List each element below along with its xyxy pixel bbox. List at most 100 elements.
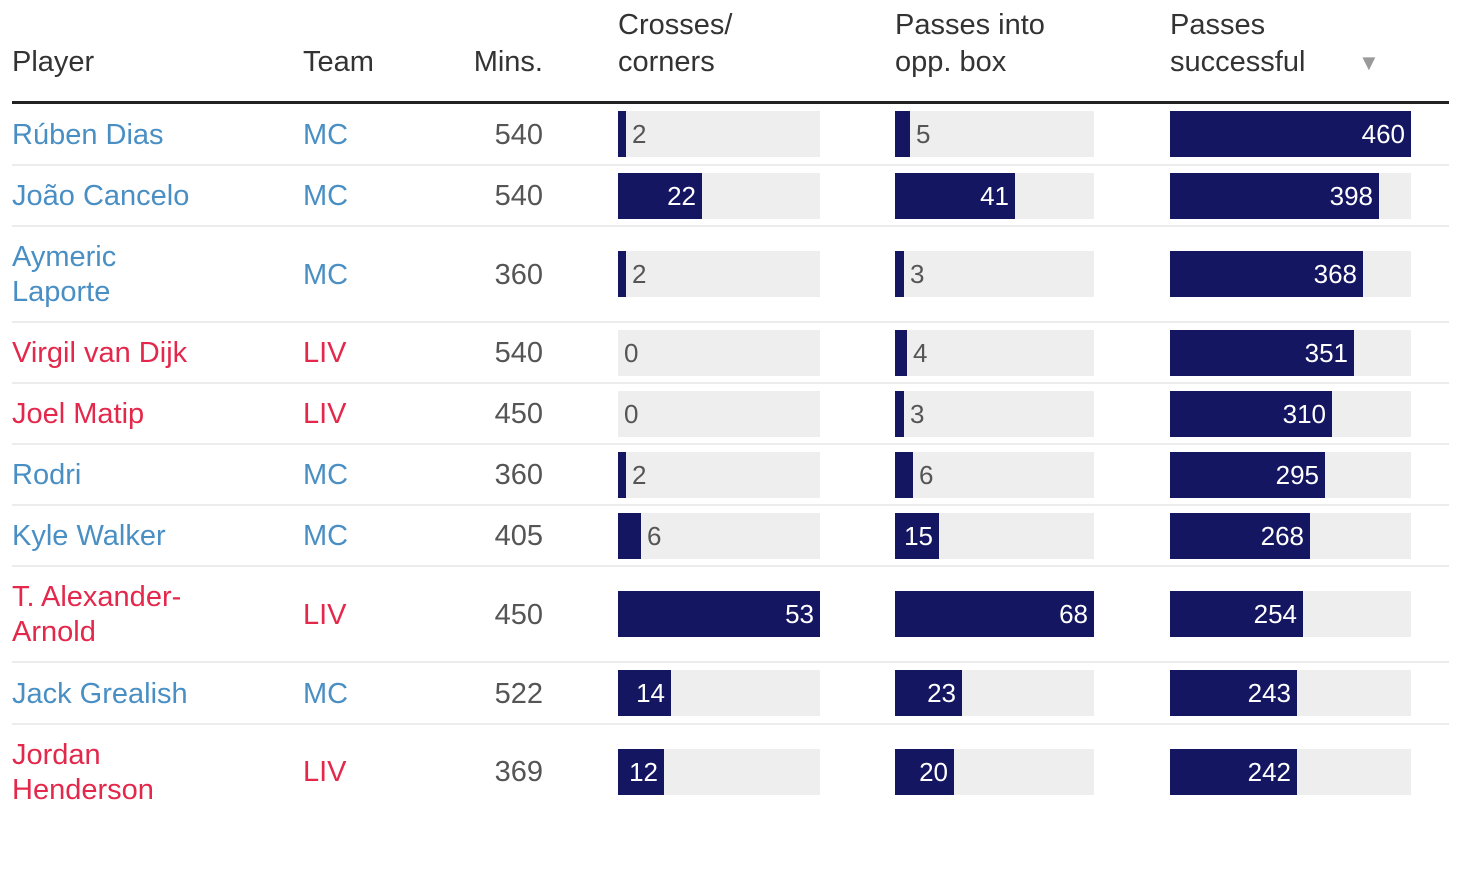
crosses-bar-track: 2 bbox=[618, 111, 820, 157]
passes-bar-track: 254 bbox=[1170, 591, 1411, 637]
player-name-line: Rodri bbox=[12, 459, 82, 491]
player-link[interactable]: Rúben Dias bbox=[12, 118, 164, 153]
team-link[interactable]: MC bbox=[303, 677, 349, 710]
player-link[interactable]: Rodri bbox=[12, 458, 81, 493]
row-divider bbox=[12, 382, 1449, 384]
team-link[interactable]: MC bbox=[303, 459, 349, 491]
box-bar-track: 41 bbox=[895, 172, 1094, 219]
header-crosses-line2[interactable]: corners bbox=[618, 46, 715, 78]
table-header: Player Team Mins. Crosses/ corners Passe… bbox=[0, 0, 1460, 104]
crosses-value-label: 2 bbox=[632, 259, 647, 289]
box-bar-track: 68 bbox=[895, 591, 1094, 637]
player-name-line: João Cancelo bbox=[12, 180, 190, 212]
player-name-line: Laporte bbox=[12, 276, 111, 308]
crosses-bar bbox=[618, 670, 671, 716]
player-link[interactable]: Jack Grealish bbox=[12, 677, 188, 712]
team-link[interactable]: MC bbox=[303, 118, 349, 151]
box-value-label: 3 bbox=[910, 398, 925, 429]
passes-bar bbox=[1170, 172, 1379, 219]
crosses-value-label: 2 bbox=[632, 459, 647, 490]
team-link[interactable]: MC bbox=[303, 520, 349, 552]
box-bar bbox=[895, 111, 910, 157]
crosses-bar-track: 6 bbox=[618, 512, 820, 559]
player-link[interactable]: T. Alexander- Arnold bbox=[12, 580, 181, 650]
table-row: Kyle Walker MC 405 6 15 268 bbox=[12, 506, 1449, 567]
crosses-bar-track: 14 bbox=[618, 670, 820, 716]
crosses-value-label: 0 bbox=[624, 398, 639, 429]
header-crosses-line1[interactable]: Crosses/ bbox=[618, 9, 733, 41]
passes-value-label: 295 bbox=[1275, 459, 1319, 490]
player-link[interactable]: Joel Matip bbox=[12, 397, 144, 432]
minutes-value: 450 bbox=[494, 398, 543, 430]
passes-bar bbox=[1170, 251, 1363, 297]
header-passes-line1[interactable]: Passes bbox=[1170, 9, 1266, 41]
header-box-line2[interactable]: opp. box bbox=[895, 46, 1007, 78]
passes-bar bbox=[1170, 329, 1354, 376]
header-passes-line2[interactable]: successful bbox=[1170, 46, 1306, 78]
passes-bar bbox=[1170, 748, 1297, 795]
table-row: Virgil van Dijk LIV 540 0 4 351 bbox=[12, 323, 1449, 384]
player-link[interactable]: João Cancelo bbox=[12, 179, 189, 214]
minutes-value: 405 bbox=[494, 520, 543, 552]
box-value-label: 3 bbox=[910, 259, 925, 289]
minutes-value: 360 bbox=[494, 258, 543, 291]
crosses-value-label: 6 bbox=[647, 520, 662, 551]
header-mins[interactable]: Mins. bbox=[473, 46, 543, 78]
table-row: T. Alexander- Arnold LIV 450 53 68 254 bbox=[12, 567, 1449, 663]
player-link[interactable]: Aymeric Laporte bbox=[12, 240, 116, 310]
row-divider bbox=[12, 504, 1449, 506]
team-link[interactable]: MC bbox=[303, 180, 349, 212]
row-divider bbox=[12, 321, 1449, 323]
passes-bar bbox=[1170, 670, 1297, 716]
passes-bar-track: 351 bbox=[1170, 329, 1411, 376]
passes-bar-track: 242 bbox=[1170, 748, 1411, 795]
passes-bar bbox=[1170, 451, 1325, 498]
passes-value-label: 398 bbox=[1329, 180, 1373, 211]
player-link[interactable]: Jordan Henderson bbox=[12, 738, 154, 808]
player-name-line: Rúben Dias bbox=[12, 118, 164, 151]
table-row: Joel Matip LIV 450 0 3 310 bbox=[12, 384, 1449, 445]
player-name-line: Henderson bbox=[12, 773, 154, 806]
box-bar-track: 6 bbox=[895, 451, 1094, 498]
header-divider bbox=[12, 101, 1449, 104]
header-box-line1[interactable]: Passes into bbox=[895, 9, 1045, 41]
minutes-value: 369 bbox=[494, 756, 543, 788]
sort-descending-icon[interactable]: ▼ bbox=[1358, 50, 1380, 75]
passes-bar-track: 398 bbox=[1170, 172, 1411, 219]
passes-bar-track: 310 bbox=[1170, 390, 1411, 437]
box-bar-track: 23 bbox=[895, 670, 1094, 716]
header-player[interactable]: Player bbox=[12, 46, 95, 78]
passes-bar bbox=[1170, 111, 1411, 157]
passes-bar bbox=[1170, 390, 1332, 437]
minutes-value: 360 bbox=[494, 459, 543, 491]
box-bar bbox=[895, 172, 1015, 219]
row-divider bbox=[12, 443, 1449, 445]
team-link[interactable]: LIV bbox=[303, 398, 347, 430]
player-link[interactable]: Virgil van Dijk bbox=[12, 336, 187, 371]
crosses-bar bbox=[618, 451, 626, 498]
crosses-bar bbox=[618, 111, 626, 157]
box-bar-track: 15 bbox=[895, 512, 1094, 559]
box-bar bbox=[895, 329, 907, 376]
player-name-line: Jordan bbox=[12, 738, 101, 771]
box-value-label: 5 bbox=[916, 119, 931, 149]
team-link[interactable]: LIV bbox=[303, 598, 347, 631]
team-link[interactable]: LIV bbox=[303, 337, 347, 369]
crosses-bar bbox=[618, 172, 702, 219]
row-divider bbox=[12, 565, 1449, 567]
player-name-line: Jack Grealish bbox=[12, 677, 188, 710]
team-link[interactable]: MC bbox=[303, 258, 349, 291]
row-divider bbox=[12, 225, 1449, 227]
crosses-value-label: 0 bbox=[624, 337, 639, 368]
player-name-line: Kyle Walker bbox=[12, 520, 166, 552]
box-value-label: 20 bbox=[919, 756, 948, 787]
header-team[interactable]: Team bbox=[303, 46, 374, 78]
table-row: Jack Grealish MC 522 14 23 243 bbox=[12, 663, 1449, 725]
team-link[interactable]: LIV bbox=[303, 756, 347, 788]
box-bar bbox=[895, 512, 939, 559]
player-link[interactable]: Kyle Walker bbox=[12, 519, 166, 554]
table-row: Rúben Dias MC 540 2 5 460 bbox=[12, 104, 1449, 166]
minutes-value: 450 bbox=[494, 598, 543, 631]
player-name-line: Virgil van Dijk bbox=[12, 337, 188, 369]
crosses-bar-track: 22 bbox=[618, 172, 820, 219]
